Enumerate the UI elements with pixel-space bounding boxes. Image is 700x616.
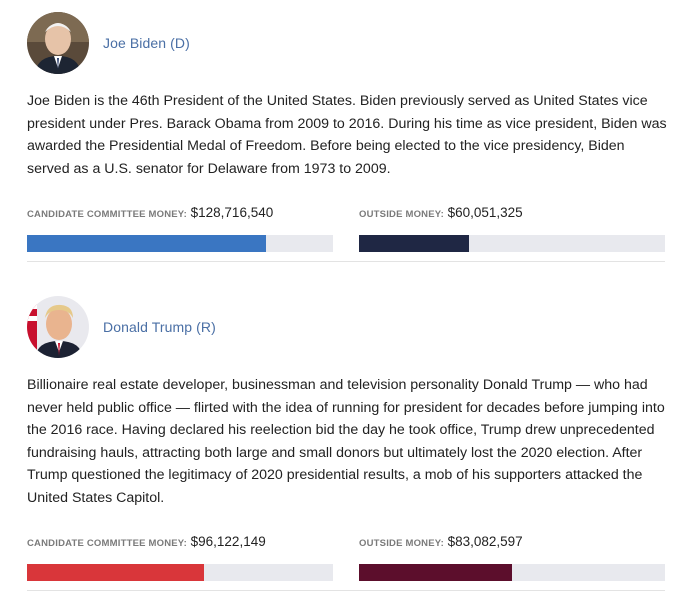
outside-money: OUTSIDE MONEY: $83,082,597	[359, 534, 665, 581]
committee-money-label: CANDIDATE COMMITTEE MONEY:	[27, 209, 188, 220]
committee-money-amount: $128,716,540	[190, 205, 274, 220]
candidate-header: Joe Biden (D)	[27, 12, 665, 74]
candidate-name[interactable]: Joe Biden (D)	[103, 35, 190, 51]
outside-money-amount: $60,051,325	[447, 205, 523, 220]
committee-money-amount: $96,122,149	[190, 534, 266, 549]
committee-money-bar-fill	[27, 235, 266, 252]
money-row: CANDIDATE COMMITTEE MONEY: $96,122,149 O…	[27, 534, 665, 581]
outside-money-amount: $83,082,597	[447, 534, 523, 549]
outside-money-bar-fill	[359, 564, 512, 581]
committee-money-bar-fill	[27, 564, 205, 581]
outside-money-label: OUTSIDE MONEY:	[359, 538, 444, 549]
committee-money-bar	[27, 564, 333, 581]
candidate-bio: Billionaire real estate developer, busin…	[27, 377, 665, 506]
outside-money-bar	[359, 564, 665, 581]
money-row: CANDIDATE COMMITTEE MONEY: $128,716,540 …	[27, 205, 665, 252]
candidate-card-biden: Joe Biden (D) Joe Biden is the 46th Pres…	[27, 12, 667, 262]
committee-money: CANDIDATE COMMITTEE MONEY: $128,716,540	[27, 205, 333, 252]
divider	[27, 261, 665, 262]
committee-money-label: CANDIDATE COMMITTEE MONEY:	[27, 538, 188, 549]
outside-money-bar-fill	[359, 235, 470, 252]
divider	[27, 590, 665, 591]
candidate-photo-biden	[27, 12, 89, 74]
candidate-bio: Joe Biden is the 46th President of the U…	[27, 93, 667, 177]
committee-money-bar	[27, 235, 333, 252]
candidate-photo-trump	[27, 296, 89, 358]
outside-money-label: OUTSIDE MONEY:	[359, 209, 444, 220]
candidate-name[interactable]: Donald Trump (R)	[103, 319, 216, 335]
outside-money-bar	[359, 235, 665, 252]
committee-money: CANDIDATE COMMITTEE MONEY: $96,122,149	[27, 534, 333, 581]
candidate-header: Donald Trump (R)	[27, 296, 665, 358]
outside-money: OUTSIDE MONEY: $60,051,325	[359, 205, 665, 252]
candidate-card-trump: Donald Trump (R) Billionaire real estate…	[27, 296, 665, 591]
